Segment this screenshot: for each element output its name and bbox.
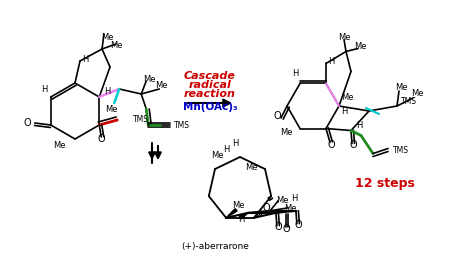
Text: H: H — [238, 215, 244, 224]
Text: Me: Me — [53, 140, 65, 150]
Polygon shape — [226, 209, 237, 218]
Text: Me: Me — [284, 204, 296, 213]
Text: Me: Me — [276, 196, 288, 205]
Text: Me: Me — [411, 89, 423, 98]
Text: Me: Me — [341, 93, 353, 102]
Text: Me: Me — [110, 41, 122, 50]
Text: Mn(OAc)₃: Mn(OAc)₃ — [182, 102, 237, 112]
Text: O: O — [98, 134, 105, 144]
Text: Me: Me — [155, 82, 167, 91]
Text: reaction: reaction — [184, 89, 236, 99]
Text: TMS: TMS — [401, 96, 417, 105]
Text: H: H — [82, 54, 88, 63]
Text: Me: Me — [338, 33, 350, 42]
Polygon shape — [239, 213, 248, 219]
Text: O: O — [24, 118, 32, 128]
Text: TMS: TMS — [133, 115, 149, 124]
Text: H: H — [292, 69, 298, 78]
Text: TMS: TMS — [393, 146, 409, 155]
Text: TMS: TMS — [174, 121, 190, 130]
Text: Me: Me — [354, 42, 366, 51]
Text: H: H — [328, 57, 334, 66]
Text: H: H — [223, 144, 229, 153]
Text: H: H — [356, 121, 362, 130]
Text: 12 steps: 12 steps — [355, 176, 415, 189]
Text: (+)-aberrarone: (+)-aberrarone — [181, 241, 249, 250]
Text: H: H — [232, 138, 238, 147]
Text: O: O — [349, 140, 357, 150]
Text: Me: Me — [395, 83, 407, 92]
Text: H: H — [42, 85, 48, 93]
Text: H: H — [341, 108, 347, 117]
Text: Me: Me — [280, 128, 292, 137]
Text: O: O — [327, 140, 335, 150]
Text: O: O — [282, 224, 290, 234]
Text: radical: radical — [189, 80, 231, 90]
Text: Me: Me — [232, 201, 245, 210]
Text: O: O — [263, 203, 270, 213]
Text: H: H — [104, 88, 110, 96]
Text: O: O — [274, 222, 282, 232]
Text: O: O — [273, 111, 281, 121]
Text: Me: Me — [245, 163, 257, 172]
Text: Me: Me — [105, 105, 118, 114]
Text: O: O — [294, 220, 301, 230]
Text: H: H — [291, 194, 297, 203]
Text: Me: Me — [211, 151, 223, 160]
Text: Me: Me — [143, 75, 155, 83]
Text: Cascade: Cascade — [184, 71, 236, 81]
Text: Me: Me — [101, 33, 113, 41]
